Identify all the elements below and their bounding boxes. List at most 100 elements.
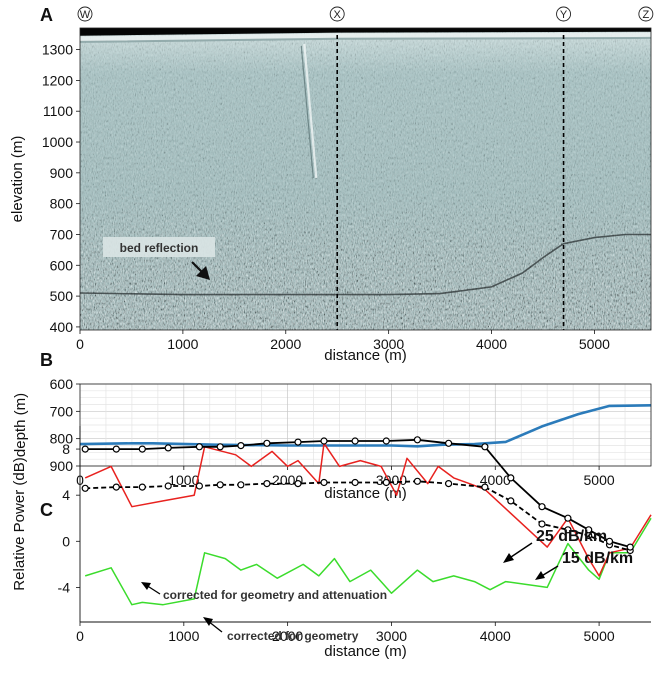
x-tick-label-b: 1000 xyxy=(168,472,199,488)
y-tick-label-a: 1300 xyxy=(42,42,73,58)
power-point-0 xyxy=(445,439,453,447)
x-tick-label-b: 5000 xyxy=(584,472,615,488)
marker-label-y: Y xyxy=(560,9,568,21)
power-point-0 xyxy=(263,439,271,447)
panel-c: -4 0 4 8 0 1000 2000 3000 4000 5000 distance (m) Re… xyxy=(11,426,652,660)
power-series-line-3 xyxy=(84,517,652,606)
y-tick-label-c: 8 xyxy=(62,441,70,457)
x-tick-label-c: 1000 xyxy=(168,628,199,644)
y-tick-label-a: 900 xyxy=(50,165,74,181)
arrow-geometry-head xyxy=(203,617,213,626)
power-point-1 xyxy=(294,480,302,488)
arrow-25-shaft xyxy=(507,542,533,560)
x-tick-label-a: 0 xyxy=(76,336,84,352)
x-tick-label-a: 3000 xyxy=(373,336,404,352)
power-point-1 xyxy=(564,526,572,534)
power-point-0 xyxy=(164,444,172,452)
power-point-1 xyxy=(351,478,359,487)
y-tick-label-a: 500 xyxy=(50,288,74,304)
arrow-25-head xyxy=(503,553,514,563)
y-tick-label-a: 1100 xyxy=(43,103,73,119)
label-corrected-geometry: corrected for geometry xyxy=(227,629,359,643)
power-point-0 xyxy=(351,437,359,445)
power-point-0 xyxy=(138,445,146,453)
marker-circle-x xyxy=(329,6,345,22)
y-axis-label-a: elevation (m) xyxy=(9,136,26,223)
power-point-1 xyxy=(481,483,489,491)
surface-reflection xyxy=(80,32,651,43)
power-point-0 xyxy=(195,443,203,451)
depth-series-line xyxy=(79,404,652,448)
power-point-0 xyxy=(564,514,572,522)
x-tick-label-c: 5000 xyxy=(584,628,615,644)
x-tick-label-a: 2000 xyxy=(270,336,301,352)
power-point-0 xyxy=(605,537,614,545)
bed-arrow-shaft xyxy=(191,261,203,273)
bed-arrow-head xyxy=(196,266,210,280)
power-point-0 xyxy=(294,438,302,446)
diffraction-artifact-dark xyxy=(300,45,314,179)
power-point-1 xyxy=(81,484,89,492)
x-tick-label-c: 0 xyxy=(76,628,84,644)
y-tick-label-a: 700 xyxy=(50,226,74,242)
power-point-1 xyxy=(320,478,328,487)
x-tick-label-a: 1000 xyxy=(167,336,198,352)
power-point-0 xyxy=(626,543,634,551)
power-point-1 xyxy=(382,478,390,487)
y-tick-label-a: 800 xyxy=(50,196,74,212)
power-point-1 xyxy=(164,482,172,490)
power-point-1 xyxy=(445,480,453,488)
air-above-surface xyxy=(80,28,651,36)
radargram-rough-noise xyxy=(80,28,651,330)
power-point-0 xyxy=(507,474,515,482)
label-15-db-km: 15 dB/km xyxy=(562,550,633,567)
y-tick-label-b: 800 xyxy=(50,431,74,447)
power-point-0 xyxy=(320,437,328,445)
y-tick-label-c: 0 xyxy=(62,533,70,549)
y-tick-label-c: -4 xyxy=(58,579,71,595)
y-tick-label-b: 600 xyxy=(50,376,74,392)
power-point-1 xyxy=(263,480,271,488)
panel-label-c: C xyxy=(40,500,53,520)
marker-circle-z xyxy=(638,6,654,22)
axes-frame-b xyxy=(79,383,652,467)
marker-circle-w xyxy=(77,6,93,22)
label-corrected-geometry-attenuation: corrected for geometry and attenuation xyxy=(163,588,387,602)
bed-reflection-label: bed reflection xyxy=(120,241,199,255)
bed-reflection-line xyxy=(80,233,651,296)
panel-label-b: B xyxy=(40,350,53,370)
y-tick-label-a: 400 xyxy=(50,319,74,335)
y-axis-label-b: depth (m) xyxy=(12,393,29,457)
power-point-0 xyxy=(413,436,421,444)
marker-label-w: W xyxy=(80,9,91,21)
x-tick-label-c: 2000 xyxy=(272,628,303,644)
y-tick-label-a: 1000 xyxy=(42,134,73,150)
radargram-image xyxy=(80,28,651,330)
power-point-1 xyxy=(216,481,224,489)
x-tick-label-a: 4000 xyxy=(476,336,507,352)
panel-a: 400 500 600 700 800 900 1000 1100 1200 1300 0 1000 2… xyxy=(9,5,654,364)
power-point-0 xyxy=(481,443,489,451)
power-point-1 xyxy=(195,482,203,490)
y-tick-label-b: 900 xyxy=(50,458,74,474)
power-point-0 xyxy=(538,503,546,511)
label-25-db-km: 25 dB/km xyxy=(536,528,607,545)
x-tick-label-a: 5000 xyxy=(579,336,610,352)
x-axis-label-c: distance (m) xyxy=(324,643,407,660)
power-point-0 xyxy=(237,442,245,450)
bed-label-box xyxy=(103,237,215,257)
y-tick-label-a: 600 xyxy=(50,257,74,273)
arrow-15-head xyxy=(535,571,545,580)
power-point-0 xyxy=(585,526,593,534)
axes-frame-a xyxy=(79,27,652,331)
power-point-1 xyxy=(538,520,546,528)
power-point-1 xyxy=(112,483,120,491)
x-axis-label-a: distance (m) xyxy=(324,347,407,364)
power-point-0 xyxy=(81,445,89,453)
x-axis-label-b: distance (m) xyxy=(324,485,407,502)
marker-label-x: X xyxy=(334,9,342,21)
power-point-0 xyxy=(112,445,120,453)
power-point-1 xyxy=(237,481,245,489)
